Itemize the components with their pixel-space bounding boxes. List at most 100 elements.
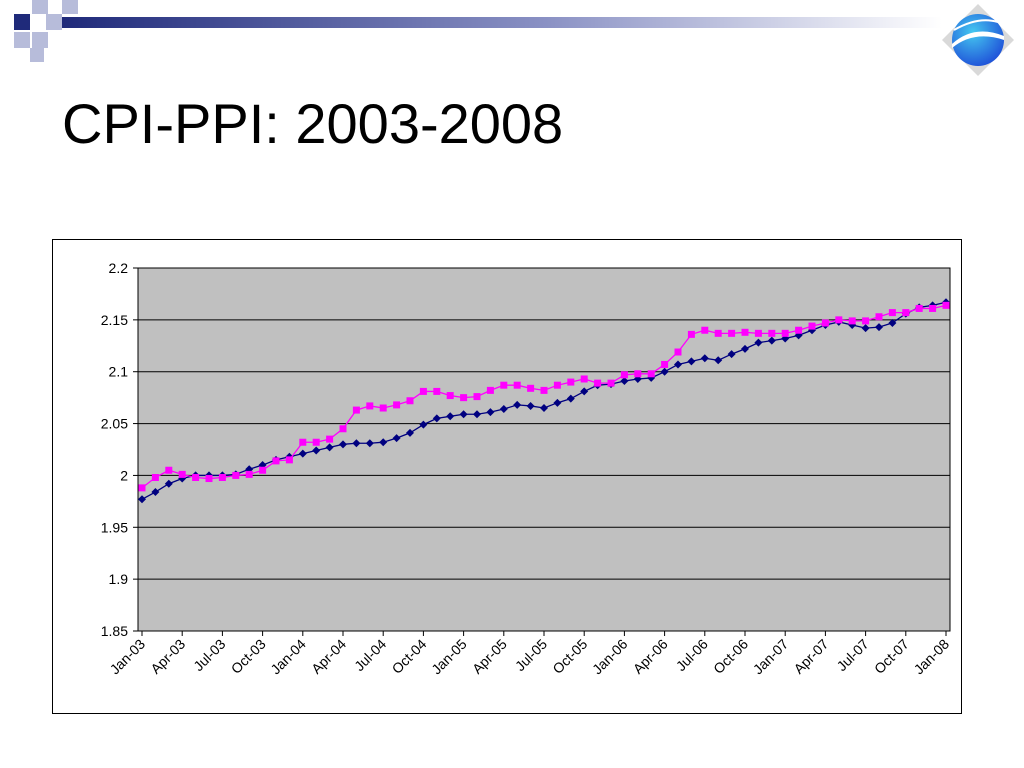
data-point <box>727 350 736 359</box>
y-tick-label: 2.15 <box>101 312 128 328</box>
data-point <box>808 322 816 330</box>
data-point <box>218 474 226 482</box>
data-point <box>728 329 736 337</box>
data-point <box>406 397 414 405</box>
data-point <box>553 398 562 407</box>
data-point <box>634 370 642 378</box>
data-point <box>406 428 414 437</box>
x-tick-label: Apr-05 <box>469 636 510 677</box>
x-tick-label: Jan-04 <box>267 636 309 678</box>
data-point <box>446 412 455 421</box>
x-tick-label: Jul-06 <box>673 636 711 674</box>
data-point <box>379 438 388 447</box>
data-point <box>767 336 776 345</box>
data-point <box>326 435 334 443</box>
data-point <box>460 394 468 402</box>
data-point <box>754 338 763 347</box>
data-point <box>500 381 508 389</box>
data-point <box>902 309 910 317</box>
data-point <box>540 404 548 413</box>
data-point <box>781 334 790 343</box>
data-point <box>526 401 535 410</box>
data-point <box>138 495 146 504</box>
globe-logo-icon <box>942 4 1014 76</box>
corner-square <box>46 14 62 30</box>
data-point <box>299 438 307 446</box>
data-point <box>473 393 481 401</box>
data-point <box>527 384 535 392</box>
corner-square <box>30 48 44 62</box>
x-tick-label: Jan-05 <box>428 636 470 678</box>
data-point <box>607 379 615 387</box>
data-point <box>794 331 803 340</box>
data-point <box>741 328 749 336</box>
data-point <box>419 420 428 429</box>
data-point <box>768 329 776 337</box>
data-point <box>915 304 923 312</box>
y-tick-label: 2.2 <box>109 260 129 276</box>
header-rule <box>62 17 942 28</box>
data-point <box>486 408 495 417</box>
slide-decoration <box>14 0 1014 76</box>
data-point <box>888 318 897 327</box>
y-tick-label: 1.9 <box>109 571 129 587</box>
data-point <box>245 470 253 478</box>
data-point <box>312 446 321 455</box>
corner-square <box>32 0 48 14</box>
data-point <box>661 360 669 368</box>
data-point <box>888 309 896 317</box>
data-point <box>714 356 723 365</box>
x-tick-label: Jul-05 <box>512 636 550 674</box>
data-point <box>566 394 575 403</box>
data-point <box>862 317 870 325</box>
data-point <box>232 471 240 479</box>
data-point <box>178 474 187 483</box>
data-point <box>352 406 360 414</box>
data-point <box>285 456 293 464</box>
data-point <box>164 479 173 488</box>
data-point <box>620 371 628 379</box>
data-point <box>714 329 722 337</box>
corner-square <box>14 14 30 30</box>
data-point <box>754 329 762 337</box>
x-tick-label: Apr-04 <box>308 636 349 677</box>
data-point <box>151 488 160 497</box>
data-point <box>835 316 843 324</box>
data-point <box>687 357 696 366</box>
data-point <box>513 381 521 389</box>
data-point <box>486 386 494 394</box>
data-point <box>513 400 522 409</box>
data-point <box>459 410 468 419</box>
data-point <box>178 470 186 478</box>
data-point <box>392 434 401 443</box>
data-point <box>848 321 857 330</box>
data-point <box>701 326 709 334</box>
y-tick-label: 2.05 <box>101 416 128 432</box>
x-tick-label: Oct-03 <box>228 636 269 677</box>
data-point <box>848 317 856 325</box>
x-tick-label: Oct-05 <box>549 636 590 677</box>
corner-square <box>14 32 30 48</box>
x-tick-label: Apr-07 <box>790 636 831 677</box>
data-point <box>687 330 695 338</box>
data-point <box>192 474 200 482</box>
y-tick-label: 2.1 <box>109 364 129 380</box>
x-tick-label: Jul-03 <box>190 636 228 674</box>
data-point <box>620 377 629 386</box>
data-point <box>929 304 937 312</box>
data-point <box>647 370 655 378</box>
data-point <box>325 443 334 452</box>
data-point <box>580 375 588 383</box>
data-point <box>419 387 427 395</box>
corner-square <box>62 0 78 14</box>
x-tick-label: Apr-06 <box>630 636 671 677</box>
x-tick-label: Jan-08 <box>911 636 953 678</box>
y-tick-label: 2 <box>120 467 128 483</box>
data-point <box>499 405 508 414</box>
data-point <box>580 387 589 396</box>
x-tick-label: Oct-06 <box>710 636 751 677</box>
y-tick-label: 1.95 <box>101 519 128 535</box>
data-point <box>259 466 267 474</box>
chart-frame: 2.2 2.15 2.1 2.05 2 1.95 1.9 1.85 Jan-03 Apr-03 Ju… <box>52 239 962 714</box>
